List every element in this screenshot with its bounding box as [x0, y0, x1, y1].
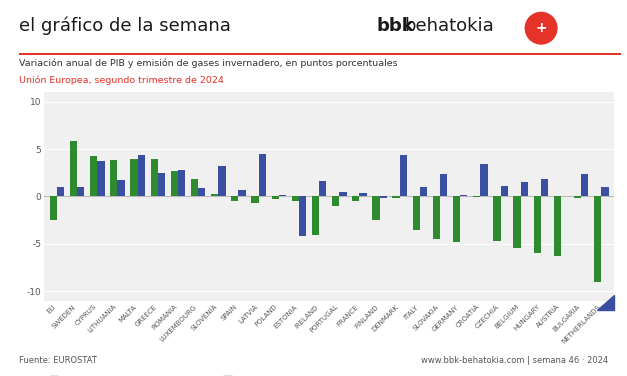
Bar [178, 170, 185, 196]
Bar [352, 196, 359, 201]
Bar [601, 187, 609, 196]
Bar [541, 179, 548, 196]
Bar [97, 161, 105, 196]
Bar [581, 174, 589, 196]
Bar [480, 164, 488, 196]
Legend: Greenhouse gas emissions by the economy, GDP: Greenhouse gas emissions by the economy,… [48, 373, 255, 376]
Bar [413, 196, 420, 230]
Text: Unión Europea, segundo trimestre de 2024: Unión Europea, segundo trimestre de 2024 [19, 75, 224, 85]
Bar [292, 196, 299, 201]
Text: el gráfico de la semana: el gráfico de la semana [19, 17, 231, 35]
Bar [70, 141, 77, 196]
Bar [77, 187, 85, 196]
Bar [312, 196, 319, 235]
Bar [473, 196, 480, 197]
Bar [594, 196, 601, 282]
Bar [218, 166, 226, 196]
Bar [231, 196, 238, 201]
Bar [493, 196, 500, 241]
Bar [251, 196, 258, 203]
Bar [171, 171, 178, 196]
Circle shape [525, 12, 557, 44]
Bar [238, 190, 246, 196]
Bar [420, 187, 427, 196]
Bar [534, 196, 541, 253]
Bar [150, 159, 158, 196]
Text: Fuente: EUROSTAT: Fuente: EUROSTAT [19, 356, 97, 365]
Bar [514, 196, 520, 248]
Bar [332, 196, 339, 206]
Text: www.bbk-behatokia.com | semana 46 · 2024: www.bbk-behatokia.com | semana 46 · 2024 [421, 356, 608, 365]
Bar [271, 196, 279, 199]
Bar [110, 161, 117, 196]
Bar [554, 196, 561, 256]
Bar [379, 196, 387, 199]
Bar [500, 186, 508, 196]
Text: behatokia: behatokia [404, 17, 494, 35]
Bar [460, 194, 468, 196]
Bar [393, 196, 400, 199]
Bar [57, 187, 64, 196]
Bar [191, 179, 198, 196]
Text: bbk: bbk [376, 17, 414, 35]
Text: +: + [535, 21, 547, 35]
Bar [453, 196, 460, 242]
Bar [574, 196, 581, 199]
Bar [211, 194, 218, 196]
Bar [130, 159, 138, 196]
Bar [299, 196, 306, 236]
Bar [158, 173, 165, 196]
Bar [339, 192, 347, 196]
Bar [90, 156, 97, 196]
Bar [117, 180, 125, 196]
Bar [50, 196, 57, 220]
Bar [520, 182, 528, 196]
Bar [319, 181, 326, 196]
Bar [372, 196, 379, 220]
Bar [433, 196, 440, 239]
Bar [138, 155, 145, 196]
Bar [279, 194, 286, 196]
Bar [258, 154, 266, 196]
Bar [440, 174, 447, 196]
Bar [359, 193, 367, 196]
Bar [400, 155, 407, 196]
Bar [198, 188, 206, 196]
Text: Variación anual de PIB y emisión de gases invernadero, en puntos porcentuales: Variación anual de PIB y emisión de gase… [19, 58, 398, 68]
